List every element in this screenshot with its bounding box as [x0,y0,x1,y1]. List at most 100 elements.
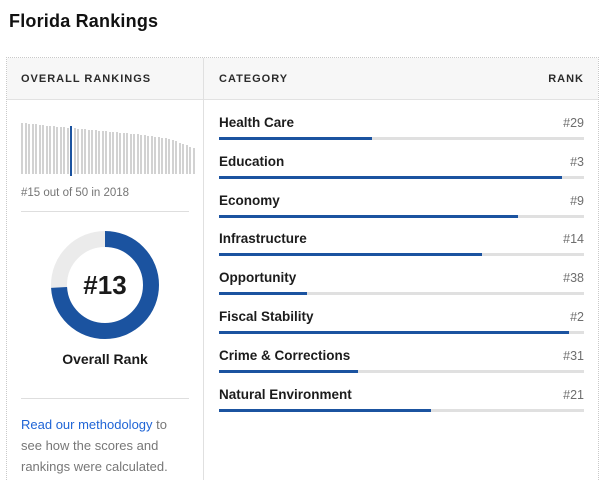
histogram-bar [77,129,79,174]
rank-bar-fill [219,408,431,412]
histogram-bar [192,148,195,174]
rank-bar-track [219,408,584,412]
rank-bar-track [219,214,584,218]
rank-bar-track [219,330,584,334]
category-row: Natural Environment #21 [219,380,584,419]
histogram-bar [105,131,107,174]
rank-bar-track [219,175,584,179]
histogram-bar [129,134,132,174]
histogram-bar [66,128,69,174]
histogram-bar [140,135,142,174]
histogram-bar [122,133,125,174]
histogram-bar [182,144,184,174]
histogram-bar [28,124,30,174]
histogram-bar [42,125,44,174]
histogram-bar [147,136,149,174]
category-row: Opportunity #38 [219,263,584,302]
category-rank-value: #29 [563,116,584,130]
category-header-row: CATEGORY RANK [204,58,598,100]
methodology-link[interactable]: Read our methodology [21,417,153,432]
category-label: Education [219,153,285,169]
rank-bar-fill [219,330,570,334]
state-rank-histogram [21,118,195,176]
histogram-bar [87,130,90,174]
overall-rankings-body: #15 out of 50 in 2018 #13 Overall Rank R… [7,100,203,480]
histogram-bar [70,126,72,176]
histogram-bar [45,126,48,174]
histogram-bar [94,130,97,174]
category-rank-value: #2 [570,309,584,324]
overall-rankings-header-label: OVERALL RANKINGS [21,72,152,85]
category-rank-value: #9 [570,193,584,208]
methodology-text: Read our methodology to see how the scor… [21,414,189,477]
category-label: Opportunity [219,270,297,286]
rank-bar-fill [219,137,373,140]
category-row: Crime & Corrections #31 [219,341,584,380]
histogram-bar [31,124,34,174]
category-label: Economy [219,192,280,208]
rank-bar-track [219,253,584,257]
category-column-header: CATEGORY [219,72,289,85]
category-label: Natural Environment [219,386,352,402]
histogram-bar [178,143,181,174]
overall-rank-donut: #13 [50,230,160,340]
category-rank-value: #3 [570,154,584,169]
rank-bar-fill [219,175,563,179]
histogram-bar [150,136,153,174]
histogram-bar [115,132,118,174]
histogram-bar [133,134,135,174]
rank-bar-fill [219,253,482,257]
category-panel: CATEGORY RANK Health Care #29 Education … [204,58,598,480]
histogram-bar [56,127,58,174]
category-row: Fiscal Stability #2 [219,302,584,341]
histogram-bar [136,134,139,174]
category-row: Infrastructure #14 [219,224,584,263]
rank-bar-track [219,369,584,373]
category-label: Health Care [219,115,295,130]
histogram-bar [189,147,191,174]
histogram-bar [98,131,100,174]
histogram-bar [119,133,121,174]
histogram-bar [49,126,51,174]
category-row: Economy #9 [219,186,584,225]
histogram-bar [171,140,174,174]
category-rank-value: #31 [563,348,584,363]
histogram-bar [101,131,104,174]
rank-bar-track [219,292,584,296]
histogram-bar [59,127,62,174]
category-rows: Health Care #29 Education #3 Economy #9 … [204,100,598,418]
rank-column-header: RANK [548,72,584,85]
histogram-bar [24,123,27,174]
histogram-bar [38,125,41,174]
histogram-bar [168,139,170,174]
histogram-bar [161,138,163,174]
histogram-bar [143,135,146,174]
overall-rank-label: Overall Rank [62,351,148,367]
histogram-bar [21,123,23,174]
histogram-bar [154,137,156,174]
histogram-bar [126,133,128,174]
donut-chart-svg [51,231,159,339]
histogram-bar [108,132,111,174]
overall-rankings-panel: OVERALL RANKINGS #15 out of 50 in 2018 #… [7,58,204,480]
category-row: Education #3 [219,147,584,186]
histogram-bar [73,128,76,174]
overall-rank-value: #13 [83,269,127,300]
methodology-rest: to see how the scores and rankings were … [21,417,168,474]
category-label: Crime & Corrections [219,347,351,363]
rank-bar-fill [219,292,307,296]
histogram-bar [63,127,65,174]
histogram-bar [80,129,83,174]
category-label: Fiscal Stability [219,308,314,324]
divider [21,398,189,399]
histogram-bar [112,132,114,174]
donut-value-arc [51,231,159,339]
category-row: Health Care #29 [219,108,584,147]
category-rank-value: #38 [563,271,584,286]
rank-bar-fill [219,369,358,373]
histogram-bar [91,130,93,174]
histogram-bar [52,126,55,174]
histogram-bar [185,145,188,174]
page-title: Florida Rankings [9,11,159,31]
histogram-bar [35,124,37,174]
